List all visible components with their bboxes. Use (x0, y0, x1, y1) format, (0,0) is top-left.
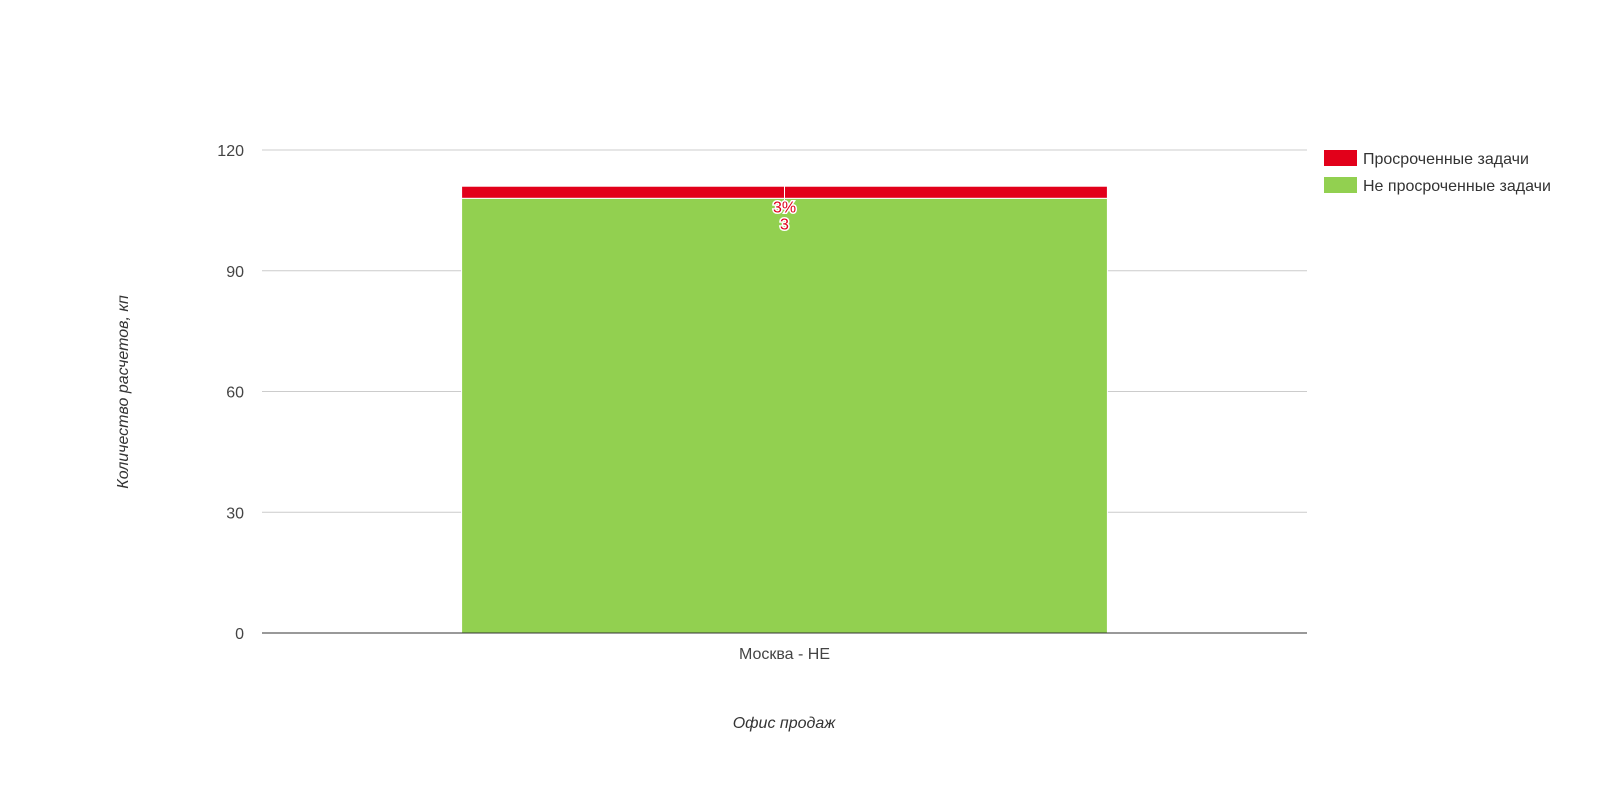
legend-swatch (1324, 177, 1357, 193)
y-tick-label: 0 (235, 626, 244, 643)
y-tick-label: 90 (226, 264, 244, 281)
bars (461, 185, 1108, 634)
x-axis-title: Офис продаж (733, 715, 837, 732)
data-label-percent: 3% (773, 199, 796, 216)
x-tick-label: Москва - НЕ (739, 646, 830, 663)
legend-swatch (1324, 150, 1357, 166)
data-label-value: 3 (780, 216, 789, 233)
y-axis-title: Количество расчетов, кп (115, 295, 132, 489)
y-tick-label: 30 (226, 505, 244, 522)
bar-segment-not-overdue (461, 197, 1108, 634)
x-axis-ticks: Москва - НЕ (739, 646, 830, 663)
y-tick-label: 60 (226, 385, 244, 402)
y-tick-label: 120 (217, 143, 244, 160)
data-labels: 3%3 (771, 186, 798, 235)
legend-label: Не просроченные задачи (1363, 178, 1551, 195)
y-axis-ticks: 0 30 60 90 120 (217, 143, 244, 643)
legend: Просроченные задачи Не просроченные задач… (1324, 150, 1551, 195)
legend-label: Просроченные задачи (1363, 151, 1529, 168)
